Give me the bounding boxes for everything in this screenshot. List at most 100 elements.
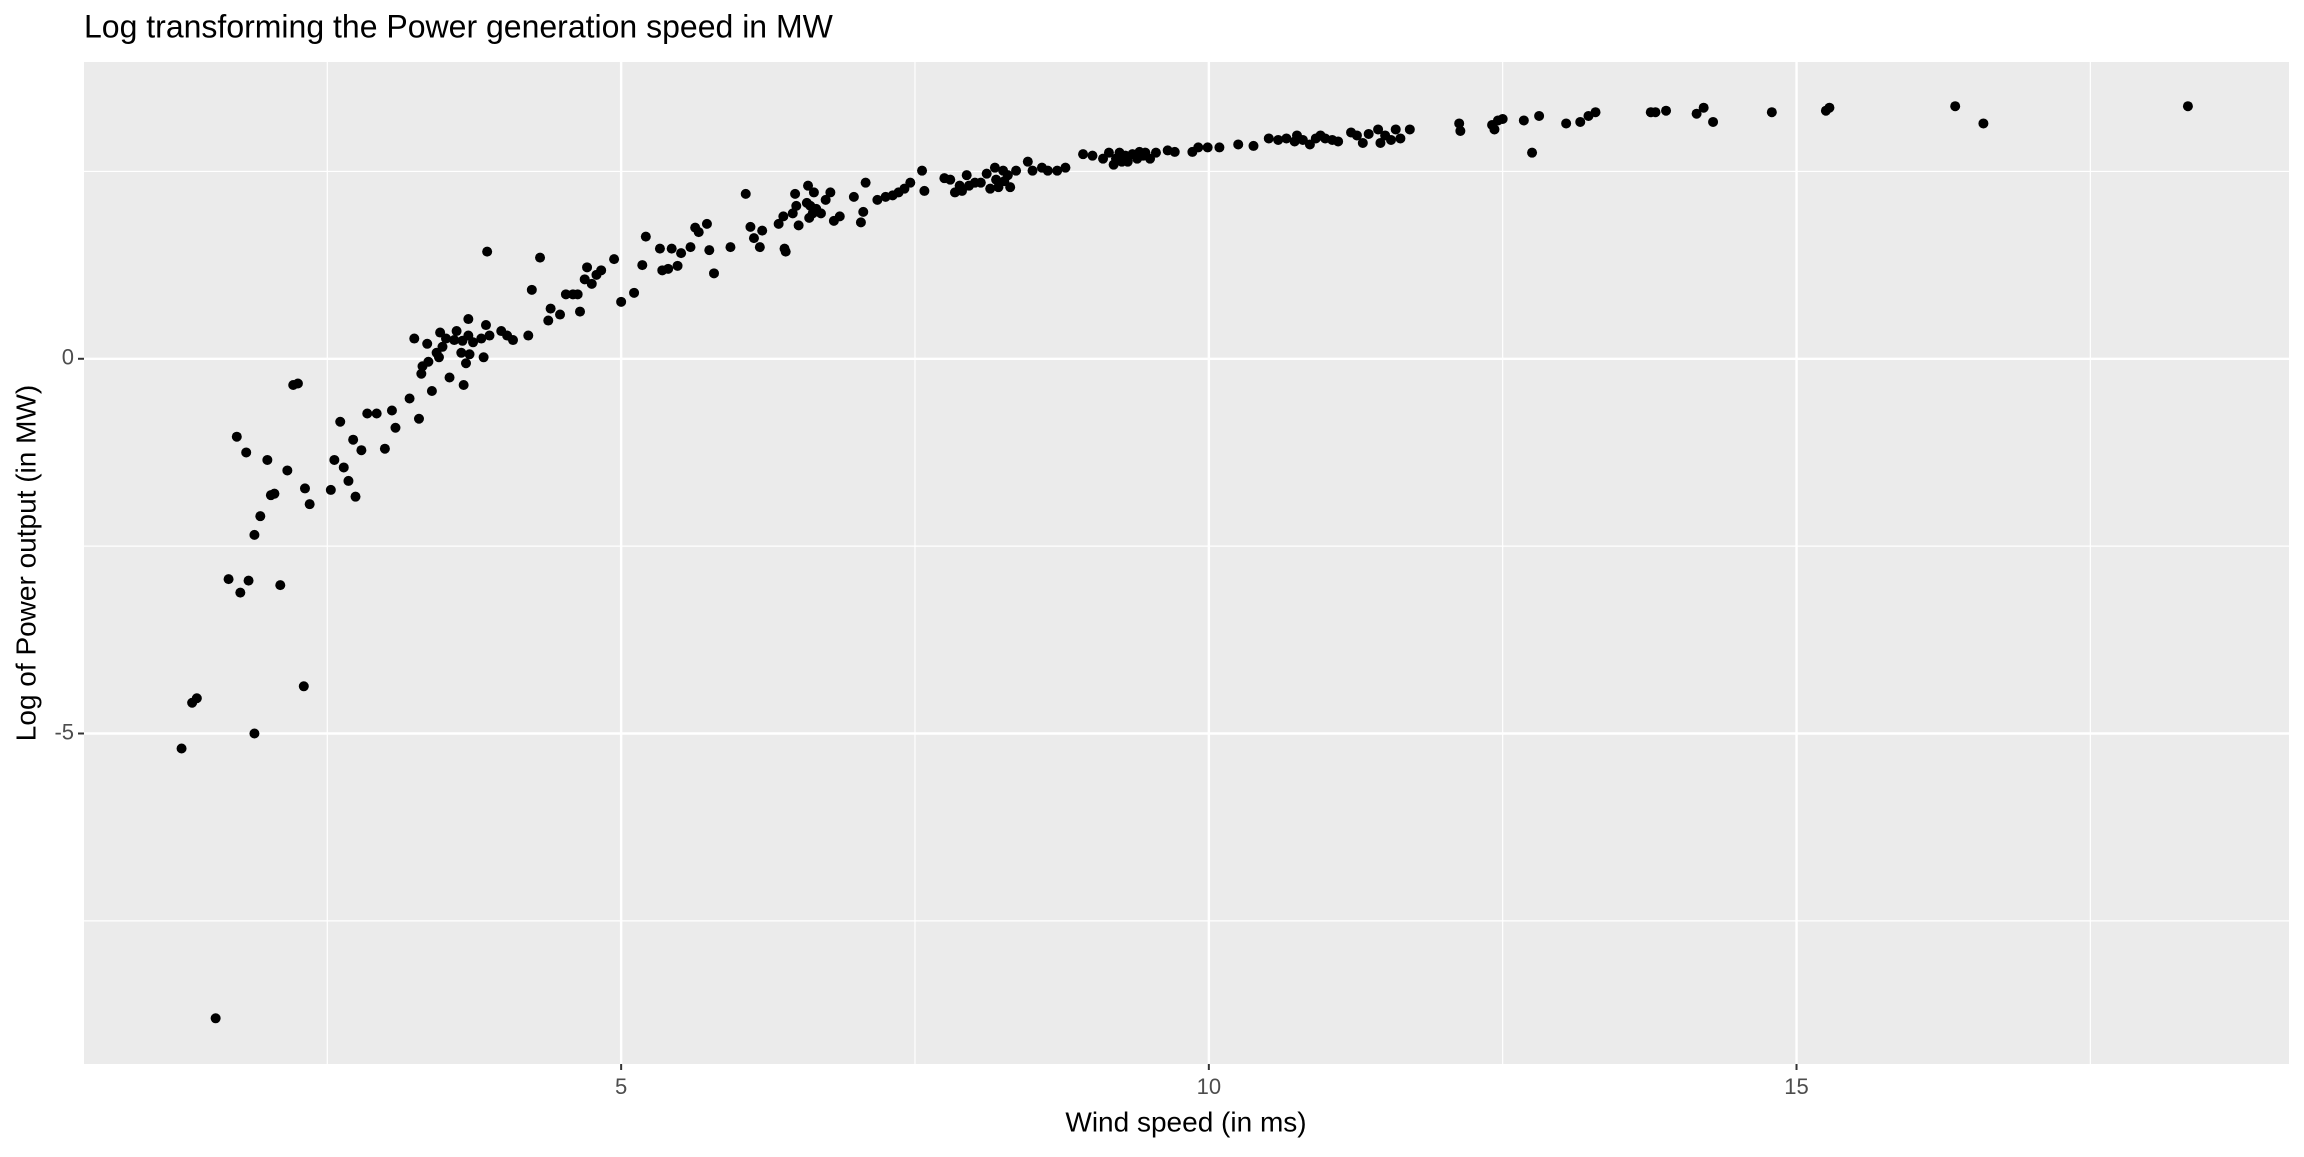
point [1060, 162, 1071, 173]
point [1357, 137, 1368, 148]
point [484, 330, 495, 341]
point [1263, 133, 1274, 144]
point [1233, 139, 1244, 150]
point [945, 174, 956, 185]
point [985, 183, 996, 194]
point [560, 289, 571, 300]
point [596, 265, 607, 276]
point [223, 574, 234, 585]
point [176, 743, 187, 754]
point [1454, 118, 1465, 129]
point [725, 242, 736, 253]
point [1281, 133, 1292, 144]
point [773, 218, 784, 229]
point [961, 170, 972, 181]
point [338, 462, 349, 473]
point [740, 188, 751, 199]
point [582, 262, 593, 273]
point [1766, 107, 1777, 118]
point [422, 338, 433, 349]
point [409, 333, 420, 344]
point [825, 187, 836, 198]
point [1386, 134, 1397, 145]
point [463, 314, 474, 325]
point [282, 465, 293, 476]
point [803, 180, 814, 191]
point [672, 260, 683, 271]
point [231, 431, 242, 442]
point [482, 246, 493, 257]
point [1150, 147, 1161, 158]
point [269, 488, 280, 499]
point [275, 580, 286, 591]
point [545, 303, 556, 314]
point [666, 243, 677, 254]
point [1824, 102, 1835, 113]
point [371, 408, 382, 419]
point [298, 681, 309, 692]
x-axis-label: Wind speed (in ms) [1065, 1106, 1306, 1137]
point [1395, 133, 1406, 144]
point [1661, 105, 1672, 116]
point [787, 208, 798, 219]
point [350, 491, 361, 502]
point [778, 211, 789, 222]
point [1534, 110, 1545, 121]
point [572, 289, 583, 300]
point [1022, 156, 1033, 167]
point [1518, 115, 1529, 126]
x-tick-label: 5 [615, 1074, 627, 1099]
point [834, 211, 845, 222]
point [1087, 150, 1098, 161]
point [404, 393, 415, 404]
point [348, 434, 359, 445]
point [456, 347, 467, 358]
point [555, 309, 566, 320]
point [423, 356, 434, 367]
point [249, 728, 260, 739]
y-axis-label: Log of Power output (in MW) [10, 385, 41, 741]
point [1333, 136, 1344, 147]
y-tick-label: 0 [62, 345, 74, 370]
point [1078, 149, 1089, 160]
point [1103, 147, 1114, 158]
point [790, 188, 801, 199]
point [235, 587, 246, 598]
point [1561, 118, 1572, 129]
point [1373, 124, 1384, 135]
point [460, 358, 471, 369]
point [1005, 182, 1016, 193]
point [1404, 124, 1415, 135]
chart-title: Log transforming the Power generation sp… [84, 8, 834, 44]
point [791, 200, 802, 211]
point [820, 194, 831, 205]
point [754, 242, 765, 253]
point [343, 475, 354, 486]
point [433, 352, 444, 363]
point [1027, 165, 1038, 176]
point [526, 284, 537, 295]
point [2182, 101, 2193, 112]
point [468, 337, 479, 348]
point [745, 221, 756, 232]
point [416, 368, 427, 379]
point [640, 231, 651, 242]
point [1011, 165, 1022, 176]
point [757, 225, 768, 236]
point [616, 296, 627, 307]
point [704, 245, 715, 256]
point [249, 529, 260, 540]
point [1978, 118, 1989, 129]
point [1002, 170, 1013, 181]
point [329, 454, 340, 465]
point [210, 1013, 221, 1024]
point [379, 443, 390, 454]
y-tick-label: -5 [54, 719, 74, 744]
point [191, 693, 202, 704]
point [362, 408, 373, 419]
point [1193, 142, 1204, 153]
point [508, 335, 519, 346]
point [441, 333, 452, 344]
point [693, 227, 704, 238]
